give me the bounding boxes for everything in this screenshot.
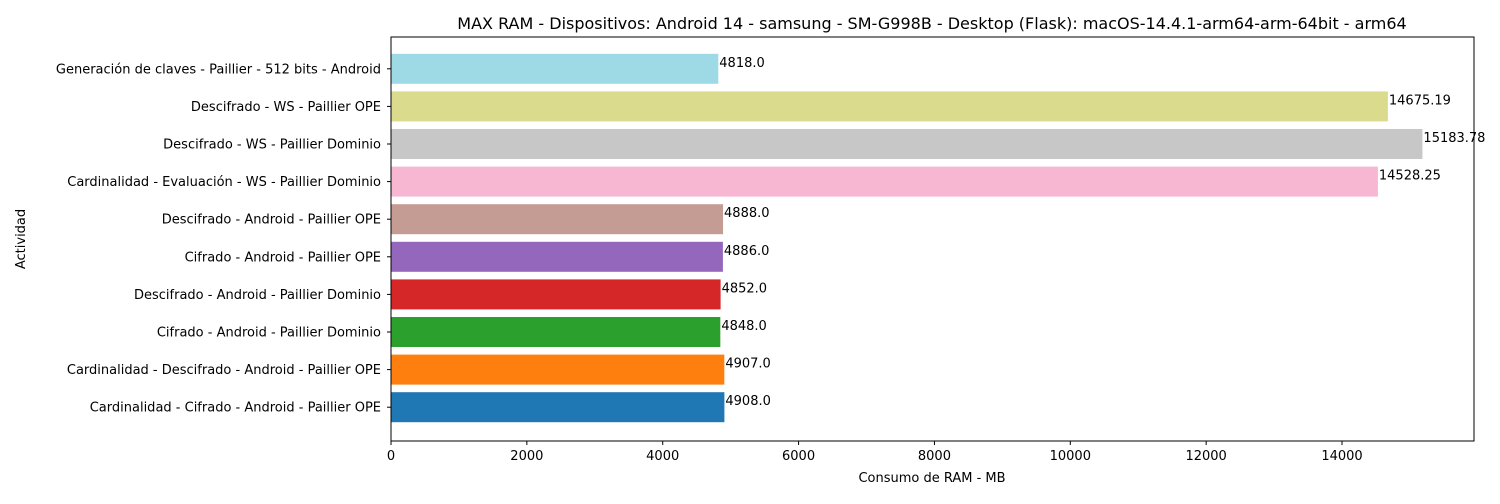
bar bbox=[391, 317, 721, 347]
chart-title: MAX RAM - Dispositivos: Android 14 - sam… bbox=[457, 14, 1406, 33]
value-labels-group: 4908.0 4907.0 4848.0 4852.0 4886.0 4888.0 1452… bbox=[719, 56, 1485, 409]
x-tick-label: 10000 bbox=[1050, 449, 1091, 464]
bars-group bbox=[391, 53, 1423, 423]
y-tick-label: Cifrado - Android - Paillier Dominio bbox=[157, 326, 381, 341]
x-tick-label: 4000 bbox=[646, 449, 679, 464]
bar bbox=[391, 129, 1423, 159]
x-tick-label: 0 bbox=[387, 449, 395, 464]
y-tick-label: Descifrado - Android - Paillier Dominio bbox=[134, 288, 381, 303]
bar-value-label: 4888.0 bbox=[724, 206, 770, 221]
y-tick-label: Descifrado - WS - Paillier Dominio bbox=[163, 138, 381, 153]
bar-value-label: 4886.0 bbox=[724, 244, 770, 259]
x-tick-label: 6000 bbox=[782, 449, 815, 464]
x-axis-ticks: 0 2000 4000 6000 8000 10000 12000 14000 bbox=[387, 441, 1363, 464]
bar-value-label: 14675.19 bbox=[1389, 93, 1451, 108]
bar-value-label: 4818.0 bbox=[719, 56, 765, 71]
bar bbox=[391, 392, 725, 423]
bar bbox=[391, 241, 723, 272]
bar bbox=[391, 91, 1388, 122]
bar-value-label: 4908.0 bbox=[725, 394, 771, 409]
x-tick-label: 2000 bbox=[510, 449, 543, 464]
y-tick-label: Cifrado - Android - Paillier OPE bbox=[185, 250, 381, 265]
bar-value-label: 14528.25 bbox=[1379, 169, 1441, 184]
bar-value-label: 4907.0 bbox=[725, 357, 771, 372]
x-tick-label: 14000 bbox=[1321, 449, 1362, 464]
plot-area-frame bbox=[390, 36, 1475, 442]
y-tick-label: Cardinalidad - Evaluación - WS - Paillie… bbox=[67, 175, 381, 190]
y-tick-label: Cardinalidad - Descifrado - Android - Pa… bbox=[67, 363, 381, 378]
y-axis-ticks: Cardinalidad - Cifrado - Android - Paill… bbox=[56, 62, 391, 416]
bar-value-label: 15183.78 bbox=[1423, 131, 1485, 146]
bar bbox=[391, 166, 1378, 197]
bar-value-label: 4848.0 bbox=[721, 319, 767, 334]
bar bbox=[391, 354, 725, 385]
x-tick-label: 12000 bbox=[1185, 449, 1226, 464]
bar bbox=[391, 279, 721, 310]
y-tick-label: Descifrado - Android - Paillier OPE bbox=[162, 213, 381, 228]
bar-value-label: 4852.0 bbox=[722, 281, 768, 296]
bar bbox=[391, 204, 724, 235]
x-axis-label: Consumo de RAM - MB bbox=[858, 471, 1005, 486]
y-axis-label: Actividad bbox=[14, 209, 29, 269]
y-tick-label: Generación de claves - Paillier - 512 bi… bbox=[56, 62, 381, 77]
bar bbox=[391, 53, 719, 84]
y-tick-label: Descifrado - WS - Paillier OPE bbox=[191, 100, 381, 115]
y-tick-label: Cardinalidad - Cifrado - Android - Paill… bbox=[90, 401, 381, 416]
x-tick-label: 8000 bbox=[918, 449, 951, 464]
